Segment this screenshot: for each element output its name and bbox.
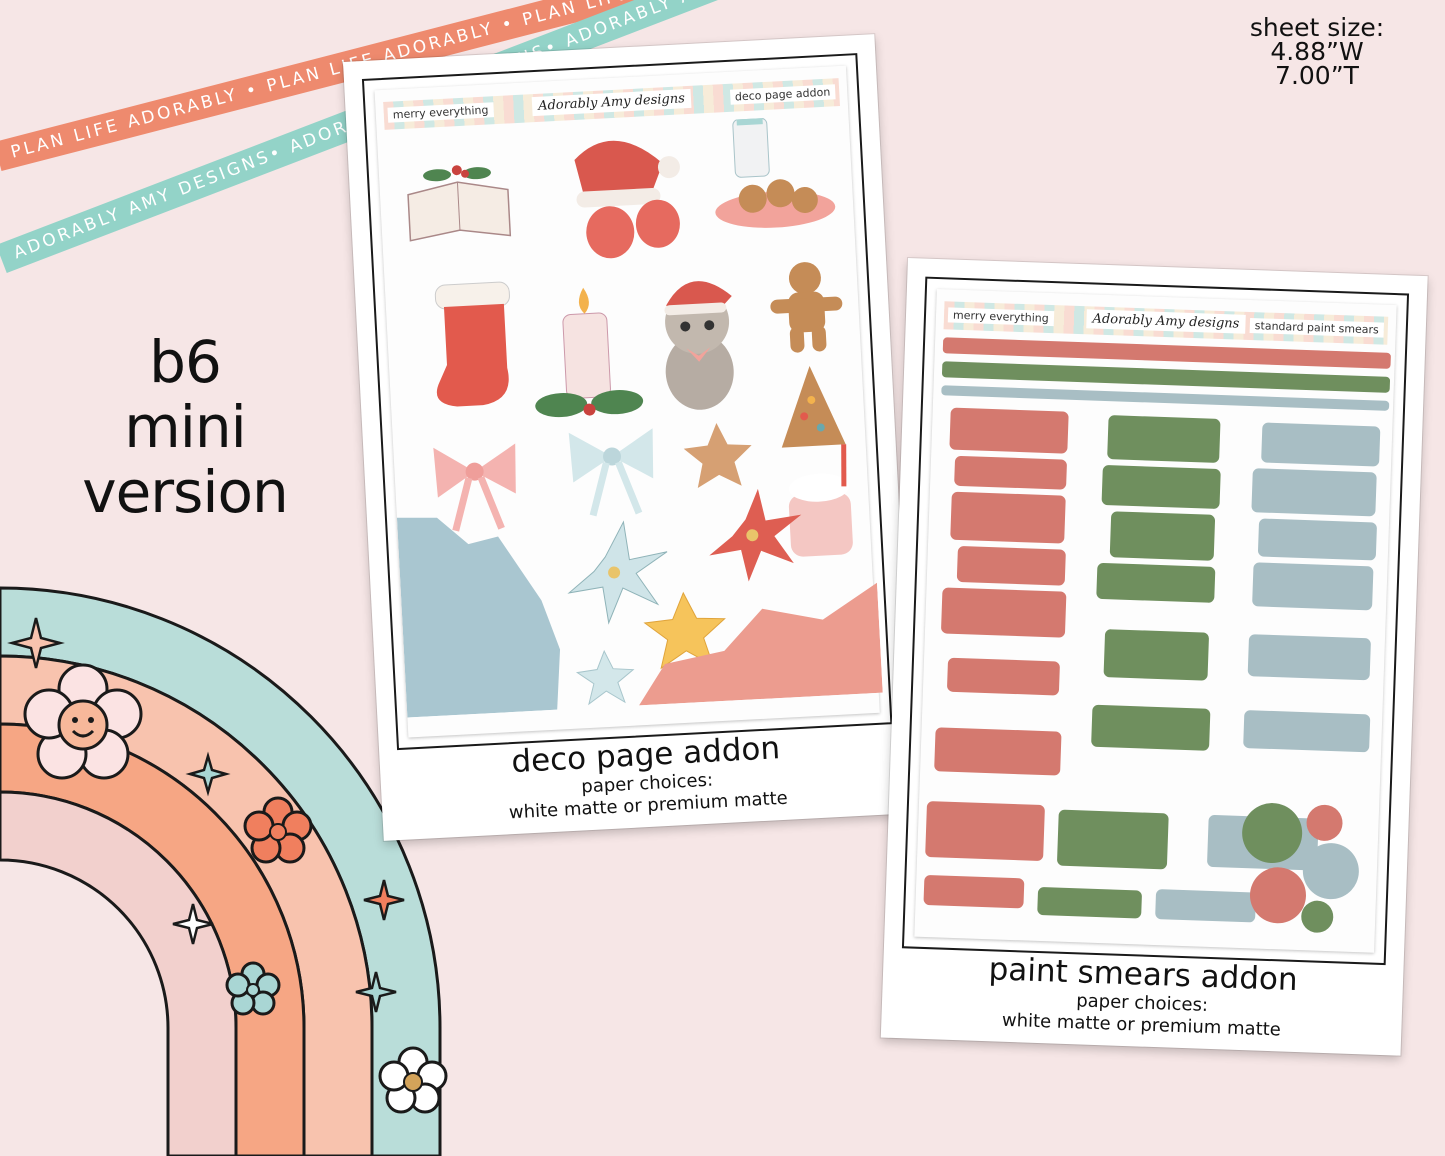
- sheet-size-width: 4.88”W: [1270, 37, 1364, 66]
- sheet-size-info: sheet size: 4.88”W 7.00”T: [1247, 13, 1387, 90]
- deco-page-addon-card[interactable]: merry everything Adorably Amy designs de…: [343, 34, 916, 841]
- cat-santa-hat-sticker: [664, 281, 734, 410]
- version-line-3: version: [82, 458, 288, 526]
- green-smear-column: [1037, 415, 1221, 919]
- sparkle-icon: [355, 971, 397, 1013]
- smiley-flower-icon: [23, 663, 143, 780]
- paint-smear-strip: [941, 385, 1390, 411]
- orange-flower-icon: [243, 796, 313, 864]
- sticker-sheet: merry everything Adorably Amy designs st…: [914, 289, 1397, 953]
- rose-smear-column: [923, 407, 1069, 909]
- white-flower-icon: [378, 1046, 448, 1114]
- candle-holly-sticker: [535, 287, 644, 418]
- book-holly-sticker: [407, 165, 512, 242]
- milk-cookies-sticker: [715, 113, 836, 228]
- paint-smears-addon-card[interactable]: merry everything Adorably Amy designs st…: [880, 258, 1428, 1056]
- blue-pattern-paper: [396, 517, 561, 718]
- version-line-1: b6: [149, 328, 222, 396]
- blue-flower-icon: [225, 961, 281, 1016]
- tree-cookie-sticker: [781, 365, 846, 448]
- sheet-theme-label: merry everything: [387, 102, 494, 123]
- deco-stickers-artwork: [396, 113, 883, 718]
- sparkle-icon: [7, 617, 65, 669]
- paint-smear-strip: [942, 337, 1391, 369]
- santa-hat-mittens-sticker: [574, 140, 680, 259]
- pink-pattern-paper: [639, 582, 883, 706]
- bow-pink-sticker: [433, 443, 516, 532]
- yellow-star-sticker: [643, 591, 726, 670]
- paint-smear-strip: [941, 361, 1391, 393]
- stocking-sticker: [434, 281, 510, 407]
- sheet-type-label: deco page addon: [729, 84, 836, 105]
- version-line-2: mini: [124, 393, 247, 461]
- paint-dots: [1242, 803, 1359, 933]
- red-poinsettia-sticker: [709, 488, 802, 582]
- gingerbread-sticker: [770, 262, 843, 353]
- paint-smears-artwork: [923, 337, 1391, 933]
- brand-logo: Adorably Amy designs: [1086, 309, 1246, 334]
- card-caption: paint smears addon paper choices: white …: [881, 948, 1403, 1046]
- sheet-type-label: standard paint smears: [1249, 317, 1385, 338]
- sticker-sheet: merry everything Adorably Amy designs de…: [374, 65, 883, 738]
- star-cookie-sticker: [683, 422, 752, 489]
- sheet-theme-label: merry everything: [947, 307, 1054, 327]
- rainbow-illustration: [0, 586, 448, 1156]
- sparkle-icon: [172, 903, 214, 945]
- sticker-sheet-preview: merry everything Adorably Amy designs st…: [901, 276, 1410, 966]
- cocoa-mug-sticker: [788, 444, 853, 557]
- bow-blue-sticker: [568, 428, 654, 517]
- blue-smear-column: [1155, 422, 1381, 923]
- sticker-sheet-preview: merry everything Adorably Amy designs de…: [361, 53, 893, 751]
- brand-logo: Adorably Amy designs: [531, 88, 692, 117]
- sparkle-icon: [363, 879, 405, 921]
- version-label: b6 mini version: [60, 330, 310, 525]
- blue-poinsettia-sticker: [567, 520, 668, 625]
- sheet-size-height: 7.00”T: [1275, 61, 1359, 90]
- blue-star-sticker: [575, 649, 635, 706]
- sheet-size-label: sheet size:: [1249, 13, 1385, 42]
- sparkle-icon: [185, 751, 231, 797]
